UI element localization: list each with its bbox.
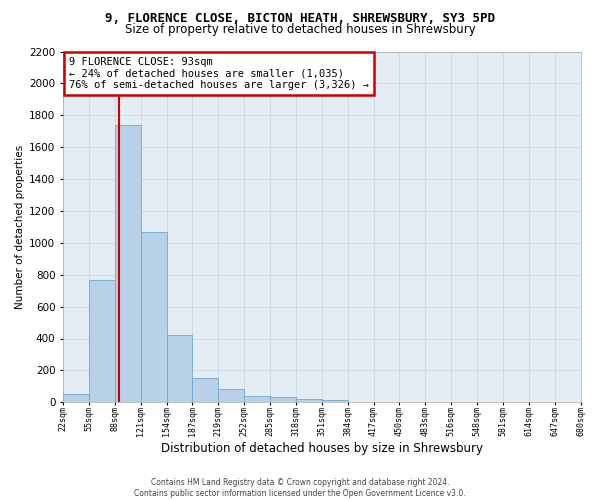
Text: 9 FLORENCE CLOSE: 93sqm
← 24% of detached houses are smaller (1,035)
76% of semi: 9 FLORENCE CLOSE: 93sqm ← 24% of detache… bbox=[69, 57, 369, 90]
Bar bbox=[115, 125, 140, 402]
X-axis label: Distribution of detached houses by size in Shrewsbury: Distribution of detached houses by size … bbox=[161, 442, 483, 455]
Bar bbox=[63, 394, 89, 402]
Text: 9, FLORENCE CLOSE, BICTON HEATH, SHREWSBURY, SY3 5PD: 9, FLORENCE CLOSE, BICTON HEATH, SHREWSB… bbox=[105, 12, 495, 26]
Bar bbox=[218, 388, 244, 402]
Bar bbox=[296, 399, 322, 402]
Bar bbox=[244, 396, 270, 402]
Text: Size of property relative to detached houses in Shrewsbury: Size of property relative to detached ho… bbox=[125, 22, 475, 36]
Bar bbox=[167, 336, 193, 402]
Bar bbox=[140, 232, 167, 402]
Bar bbox=[89, 280, 115, 402]
Text: Contains HM Land Registry data © Crown copyright and database right 2024.
Contai: Contains HM Land Registry data © Crown c… bbox=[134, 478, 466, 498]
Bar bbox=[322, 400, 347, 402]
Bar bbox=[193, 378, 218, 402]
Bar bbox=[270, 398, 296, 402]
Y-axis label: Number of detached properties: Number of detached properties bbox=[15, 145, 25, 309]
